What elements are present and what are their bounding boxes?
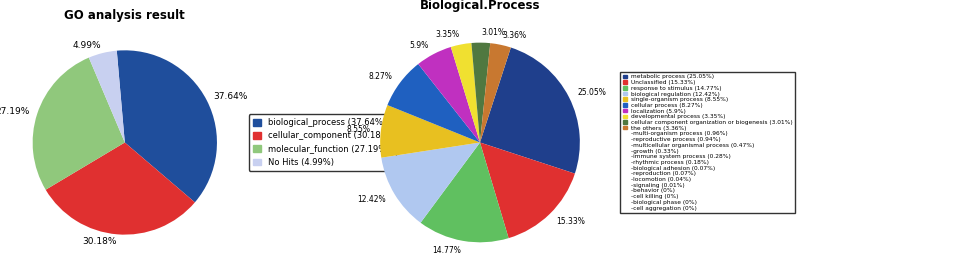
Wedge shape [480,47,580,174]
Text: 25.05%: 25.05% [578,88,607,97]
Title: Biological.Process: Biological.Process [420,0,540,12]
Text: 3.35%: 3.35% [435,30,459,39]
Wedge shape [480,142,575,238]
Wedge shape [480,43,511,142]
Text: 30.18%: 30.18% [82,237,116,246]
Wedge shape [46,142,195,235]
Text: 15.33%: 15.33% [557,217,586,226]
Text: 8.55%: 8.55% [347,125,371,134]
Legend: metabolic process (25.05%), Unclassified (15.33%), response to stimulus (14.77%): metabolic process (25.05%), Unclassified… [620,72,796,213]
Wedge shape [381,142,480,223]
Text: 4.99%: 4.99% [72,41,101,50]
Text: 12.42%: 12.42% [357,195,386,204]
Wedge shape [471,43,491,142]
Text: 5.9%: 5.9% [410,41,429,50]
Text: 14.77%: 14.77% [432,246,461,255]
Wedge shape [380,105,480,158]
Wedge shape [419,47,480,142]
Wedge shape [117,50,217,202]
Wedge shape [33,58,125,190]
Text: 3.36%: 3.36% [503,30,527,39]
Wedge shape [388,64,480,142]
Text: 37.64%: 37.64% [213,92,248,101]
Title: GO analysis result: GO analysis result [64,9,185,22]
Wedge shape [420,142,509,242]
Wedge shape [451,43,480,142]
Text: 3.01%: 3.01% [481,28,505,37]
Legend: biological_process (37.64%), cellular_component (30.18%), molecular_function (27: biological_process (37.64%), cellular_co… [249,114,396,171]
Text: 8.27%: 8.27% [369,72,393,81]
Text: 27.19%: 27.19% [0,107,30,116]
Wedge shape [89,51,125,142]
